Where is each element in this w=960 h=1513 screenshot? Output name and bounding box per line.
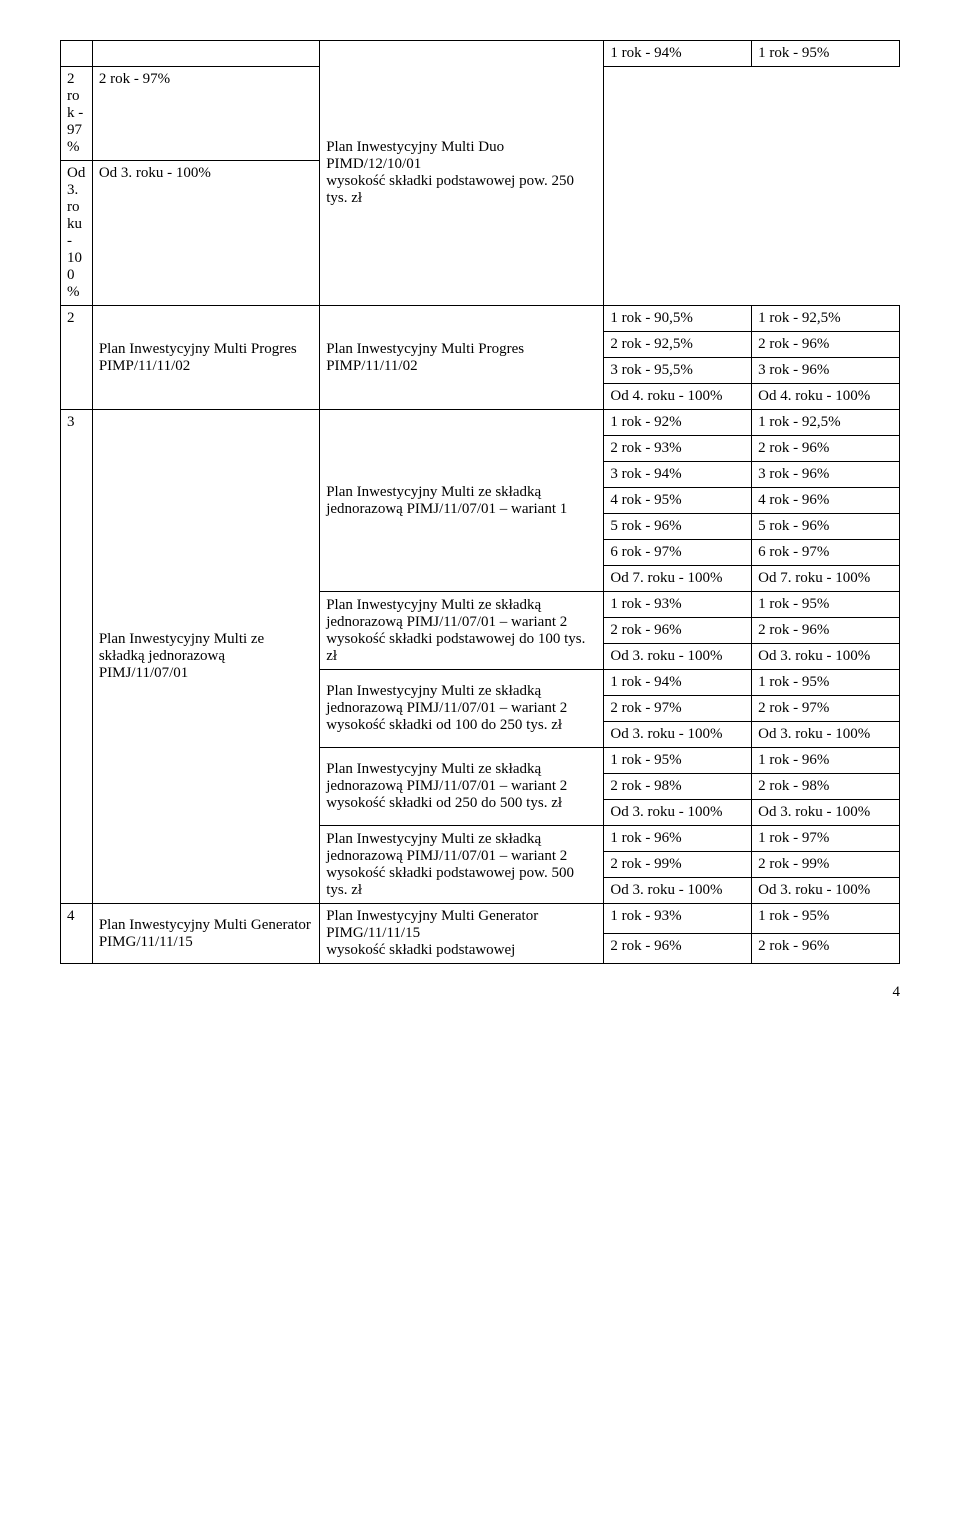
value-col-1: Od 3. roku - 100% (604, 644, 752, 670)
table-row: 3Plan Inwestycyjny Multi ze składką jedn… (61, 410, 900, 436)
table-body: Plan Inwestycyjny Multi Duo PIMD/12/10/0… (61, 41, 900, 964)
value-col-1: 1 rok - 90,5% (604, 306, 752, 332)
value-col-2: 1 rok - 95% (752, 592, 900, 618)
page-number: 4 (60, 984, 900, 1001)
plan-variant-cell: Plan Inwestycyjny Multi ze składką jedno… (320, 592, 604, 670)
value-col-1: 1 rok - 94% (604, 670, 752, 696)
value-col-1: Od 3. roku - 100% (604, 722, 752, 748)
value-col-2: Od 7. roku - 100% (752, 566, 900, 592)
value-col-2: Od 3. roku - 100% (752, 722, 900, 748)
value-col-1: 1 rok - 95% (604, 748, 752, 774)
row-index-cell: 2 (61, 306, 93, 410)
value-col-2: Od 3. roku - 100% (752, 878, 900, 904)
value-col-2: 2 rok - 96% (752, 332, 900, 358)
value-col-2: 1 rok - 92,5% (752, 410, 900, 436)
value-col-1: 1 rok - 92% (604, 410, 752, 436)
value-col-2: 2 rok - 96% (752, 436, 900, 462)
plan-variant-cell: Plan Inwestycyjny Multi Duo PIMD/12/10/0… (320, 41, 604, 306)
value-col-2: 1 rok - 95% (752, 670, 900, 696)
table-row: 2Plan Inwestycyjny Multi Progres PIMP/11… (61, 306, 900, 332)
plan-variant-cell: Plan Inwestycyjny Multi ze składką jedno… (320, 670, 604, 748)
value-col-2: 1 rok - 92,5% (752, 306, 900, 332)
value-col-1: Od 3. roku - 100% (61, 161, 93, 306)
value-col-1: 2 rok - 93% (604, 436, 752, 462)
value-col-2: Od 4. roku - 100% (752, 384, 900, 410)
plan-variant-cell: Plan Inwestycyjny Multi Generator PIMG/1… (320, 904, 604, 964)
value-col-1: 5 rok - 96% (604, 514, 752, 540)
value-col-1: Od 7. roku - 100% (604, 566, 752, 592)
value-col-2: 3 rok - 96% (752, 358, 900, 384)
plan-variant-cell: Plan Inwestycyjny Multi ze składką jedno… (320, 826, 604, 904)
value-col-2: 1 rok - 95% (752, 904, 900, 934)
plan-name-cell: Plan Inwestycyjny Multi Progres PIMP/11/… (92, 306, 319, 410)
value-col-1: 3 rok - 94% (604, 462, 752, 488)
value-col-1: 4 rok - 95% (604, 488, 752, 514)
value-col-2: 2 rok - 96% (752, 618, 900, 644)
value-col-2: 6 rok - 97% (752, 540, 900, 566)
value-col-2: Od 3. roku - 100% (752, 800, 900, 826)
value-col-1: 2 rok - 96% (604, 618, 752, 644)
value-col-2: 2 rok - 97% (92, 67, 319, 161)
value-col-2: Od 3. roku - 100% (752, 644, 900, 670)
value-col-1: 2 rok - 92,5% (604, 332, 752, 358)
value-col-2: Od 3. roku - 100% (92, 161, 319, 306)
value-col-2: 1 rok - 95% (752, 41, 900, 67)
row-index-cell: 4 (61, 904, 93, 964)
row-index-cell: 3 (61, 410, 93, 904)
value-col-1: 6 rok - 97% (604, 540, 752, 566)
plan-name-cell: Plan Inwestycyjny Multi Generator PIMG/1… (92, 904, 319, 964)
plan-variant-cell: Plan Inwestycyjny Multi Progres PIMP/11/… (320, 306, 604, 410)
table-row: 4Plan Inwestycyjny Multi Generator PIMG/… (61, 904, 900, 934)
value-col-2: 1 rok - 97% (752, 826, 900, 852)
value-col-1: 2 rok - 98% (604, 774, 752, 800)
value-col-2: 2 rok - 96% (752, 934, 900, 964)
value-col-1: 1 rok - 96% (604, 826, 752, 852)
value-col-2: 2 rok - 98% (752, 774, 900, 800)
value-col-1: 2 rok - 96% (604, 934, 752, 964)
value-col-1: Od 3. roku - 100% (604, 878, 752, 904)
value-col-1: Od 4. roku - 100% (604, 384, 752, 410)
value-col-1: 1 rok - 93% (604, 592, 752, 618)
row-index-cell (61, 41, 93, 67)
value-col-1: 1 rok - 94% (604, 41, 752, 67)
plan-variant-cell: Plan Inwestycyjny Multi ze składką jedno… (320, 748, 604, 826)
table-row: Plan Inwestycyjny Multi Duo PIMD/12/10/0… (61, 41, 900, 67)
value-col-2: 4 rok - 96% (752, 488, 900, 514)
value-col-1: 2 rok - 99% (604, 852, 752, 878)
value-col-2: 1 rok - 96% (752, 748, 900, 774)
plan-name-cell: Plan Inwestycyjny Multi ze składką jedno… (92, 410, 319, 904)
value-col-2: 2 rok - 97% (752, 696, 900, 722)
value-col-2: 3 rok - 96% (752, 462, 900, 488)
value-col-1: 2 rok - 97% (61, 67, 93, 161)
value-col-1: 3 rok - 95,5% (604, 358, 752, 384)
investment-plan-table: Plan Inwestycyjny Multi Duo PIMD/12/10/0… (60, 40, 900, 964)
value-col-1: Od 3. roku - 100% (604, 800, 752, 826)
value-col-1: 2 rok - 97% (604, 696, 752, 722)
value-col-1: 1 rok - 93% (604, 904, 752, 934)
value-col-2: 2 rok - 99% (752, 852, 900, 878)
plan-name-cell (92, 41, 319, 67)
value-col-2: 5 rok - 96% (752, 514, 900, 540)
plan-variant-cell: Plan Inwestycyjny Multi ze składką jedno… (320, 410, 604, 592)
